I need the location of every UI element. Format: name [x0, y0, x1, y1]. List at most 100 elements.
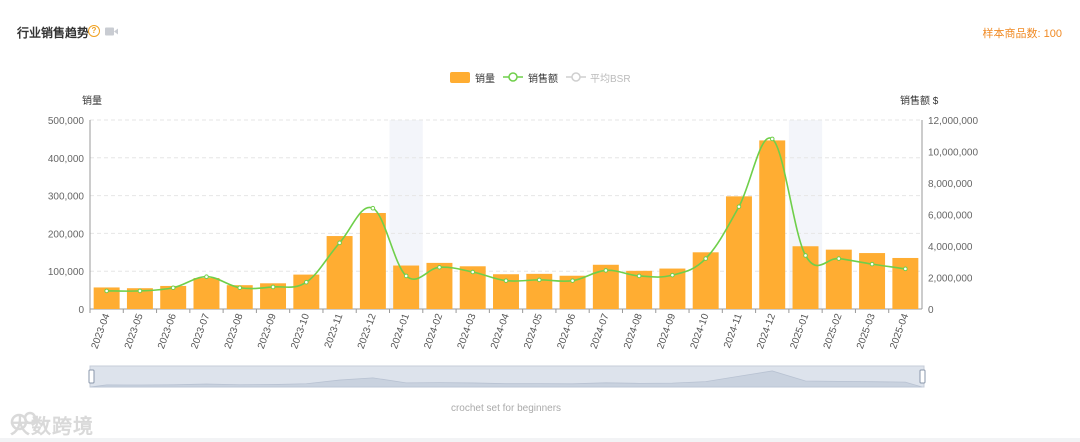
sales-point — [104, 288, 109, 294]
bar — [293, 274, 320, 309]
sales-point — [769, 136, 775, 142]
sales-point — [137, 288, 143, 294]
sales-point — [536, 277, 542, 283]
chart-header: 行业销售趋势 ? 样本商品数: 100 — [0, 0, 1080, 60]
x-tick-label: 2023-04 — [90, 312, 113, 351]
right-tick-label: 0 — [928, 305, 934, 316]
sample-count: 样本商品数: 100 — [982, 28, 1062, 40]
sales-point — [270, 284, 276, 290]
bar — [426, 262, 453, 309]
watermark-text: 大数跨境 — [10, 416, 94, 438]
right-axis-title: 销售额 $ — [900, 94, 939, 107]
sales-point — [503, 278, 509, 283]
x-tick-label: 2023-06 — [156, 312, 179, 351]
left-axis-title: 销量 — [82, 94, 102, 107]
zoom-slider-label: crochet set for beginners — [451, 403, 561, 414]
sales-point — [437, 264, 442, 270]
zoom-slider-preview — [89, 370, 923, 388]
x-tick-label: 2024-10 — [689, 312, 712, 351]
x-tick-label: 2025-03 — [855, 312, 878, 351]
x-tick-label: 2024-01 — [389, 312, 412, 351]
legend-bar-swatch — [450, 72, 470, 83]
x-tick-label: 2024-03 — [456, 312, 479, 351]
right-tick-label: 2,000,000 — [928, 274, 973, 285]
bar — [892, 257, 919, 309]
bar — [193, 278, 220, 309]
x-tick-label: 2023-05 — [123, 312, 146, 351]
sales-point — [304, 279, 309, 285]
x-tick-label: 2024-12 — [755, 312, 778, 351]
x-tick-label: 2023-09 — [256, 312, 279, 351]
sales-point — [237, 285, 243, 291]
x-tick-label: 2024-09 — [655, 312, 678, 351]
sales-point — [670, 272, 675, 278]
chart-title: 行业销售趋势 — [17, 26, 90, 40]
sales-point — [736, 204, 742, 209]
bar — [160, 285, 187, 309]
bar — [126, 288, 153, 309]
bar — [393, 265, 420, 309]
legend-label: 平均BSR — [590, 73, 631, 85]
bar — [93, 287, 120, 309]
sales-trend-chart: 0 100,000 200,000 300,000 400,000 500,000 0 2,0… — [0, 60, 1080, 420]
x-tick-label: 2023-08 — [223, 312, 246, 351]
x-tick-label: 2024-06 — [555, 312, 578, 351]
left-tick-label: 500,000 — [48, 116, 85, 127]
x-tick-label: 2023-10 — [289, 312, 312, 351]
sales-point — [803, 253, 808, 258]
legend-line-marker — [508, 72, 518, 82]
watermark: 大数跨境 — [10, 410, 94, 439]
left-tick-label: 300,000 — [48, 192, 85, 203]
zoom-handle-right — [919, 369, 926, 384]
x-tick-label: 2024-02 — [422, 312, 445, 351]
bar — [725, 196, 752, 309]
sales-point — [204, 274, 209, 280]
video-icon[interactable] — [105, 27, 118, 36]
legend-bsr-marker — [571, 72, 581, 82]
x-tick-label: 2025-02 — [822, 312, 845, 351]
bar — [226, 285, 253, 309]
sales-point — [170, 285, 176, 291]
sales-point — [903, 266, 908, 272]
x-tick-label: 2024-05 — [522, 312, 545, 351]
left-tick-label: 100,000 — [48, 267, 85, 278]
left-tick-label: 400,000 — [48, 154, 85, 165]
legend-label: 销售额 — [528, 72, 558, 85]
x-tick-label: 2023-12 — [356, 312, 379, 351]
bar — [326, 236, 353, 309]
question-icon[interactable]: ? — [88, 25, 100, 37]
right-tick-label: 10,000,000 — [928, 148, 978, 159]
sales-point — [836, 256, 842, 261]
sales-point — [869, 261, 875, 267]
x-tick-label: 2024-04 — [489, 312, 512, 351]
sales-point — [570, 278, 575, 283]
sales-point — [703, 256, 708, 261]
right-tick-label: 12,000,000 — [928, 116, 978, 127]
x-tick-label: 2025-01 — [788, 312, 811, 351]
x-tick-label: 2023-07 — [189, 312, 212, 351]
sales-point — [403, 273, 409, 279]
bar — [692, 252, 719, 309]
zoom-handle-left — [88, 369, 95, 384]
right-tick-label: 8,000,000 — [928, 179, 973, 190]
x-tick-label: 2023-11 — [323, 312, 346, 350]
sales-point — [370, 205, 376, 211]
left-tick-label: 200,000 — [48, 229, 85, 240]
x-tick-label: 2024-07 — [589, 312, 612, 351]
footer-divider — [0, 438, 1080, 442]
sales-line — [106, 137, 906, 292]
legend-label: 销量 — [475, 72, 495, 85]
watermark-logo-icon — [10, 411, 37, 431]
sales-point — [470, 269, 476, 275]
bar — [859, 253, 886, 309]
x-tick-label: 2024-11 — [722, 312, 745, 350]
chart-canvas: 0 100,000 200,000 300,000 400,000 500,000 0 2,0… — [48, 72, 978, 414]
sales-point — [636, 273, 642, 279]
x-tick-label: 2024-08 — [622, 312, 645, 351]
bar — [359, 212, 386, 309]
x-tick-label: 2025-04 — [888, 312, 911, 351]
right-tick-label: 4,000,000 — [928, 242, 973, 253]
right-tick-label: 6,000,000 — [928, 211, 973, 222]
bar — [759, 140, 786, 309]
left-tick-label: 0 — [78, 305, 84, 316]
